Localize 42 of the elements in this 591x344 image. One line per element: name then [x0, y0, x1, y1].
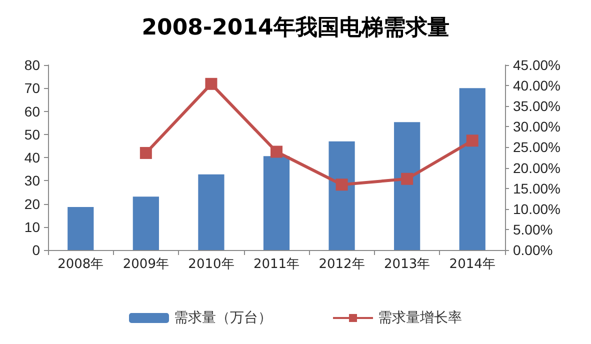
point [401, 172, 414, 185]
y-tick-label: 50 [24, 126, 40, 142]
y2-tick-label: 25.00% [513, 139, 560, 156]
y-tick-label: 40 [24, 150, 40, 166]
y-tick-label: 30 [24, 172, 40, 189]
x-tick-label: 2009年 [122, 257, 169, 272]
x-tick-label: 2013年 [384, 257, 430, 272]
legend-label: 需求量（万台） [174, 310, 272, 326]
bar [198, 174, 224, 250]
y2-tick-label: 30.00% [513, 118, 560, 135]
point [205, 78, 218, 90]
bar [68, 206, 94, 250]
x-tick-label: 2014年 [449, 257, 496, 272]
chart-title: 2008-2014年我国电梯需求量 [142, 16, 450, 40]
y-tick-label: 60 [24, 103, 40, 120]
y-tick-label: 80 [24, 57, 40, 73]
x-tick-label: 2010年 [188, 257, 234, 272]
y-tick-label: 10 [24, 218, 40, 235]
y-tick-label: 20 [24, 196, 40, 212]
y-tick-label: 0 [32, 242, 40, 258]
bar [132, 196, 159, 250]
y2-tick-label: 20.00% [513, 160, 560, 176]
point [140, 146, 152, 159]
point [466, 134, 478, 147]
legend-label: 需求量增长率 [378, 310, 462, 326]
y2-tick-label: 45.00% [513, 57, 560, 73]
y2-tick-label: 5.00% [513, 221, 553, 238]
y2-tick-label: 0.00% [513, 242, 553, 258]
bar [459, 88, 486, 250]
y2-tick-label: 40.00% [513, 78, 560, 94]
y2-tick-label: 35.00% [513, 98, 560, 114]
bar [263, 156, 290, 250]
point [336, 178, 348, 191]
x-tick-label: 2008年 [58, 257, 104, 272]
y2-tick-label: 15.00% [513, 180, 560, 196]
bar [328, 141, 355, 250]
x-tick-label: 2011年 [253, 257, 300, 272]
bar [394, 122, 420, 250]
y-tick-label: 70 [24, 80, 40, 96]
y2-tick-label: 10.00% [513, 200, 560, 217]
x-tick-label: 2012年 [318, 257, 365, 272]
point [270, 146, 282, 158]
